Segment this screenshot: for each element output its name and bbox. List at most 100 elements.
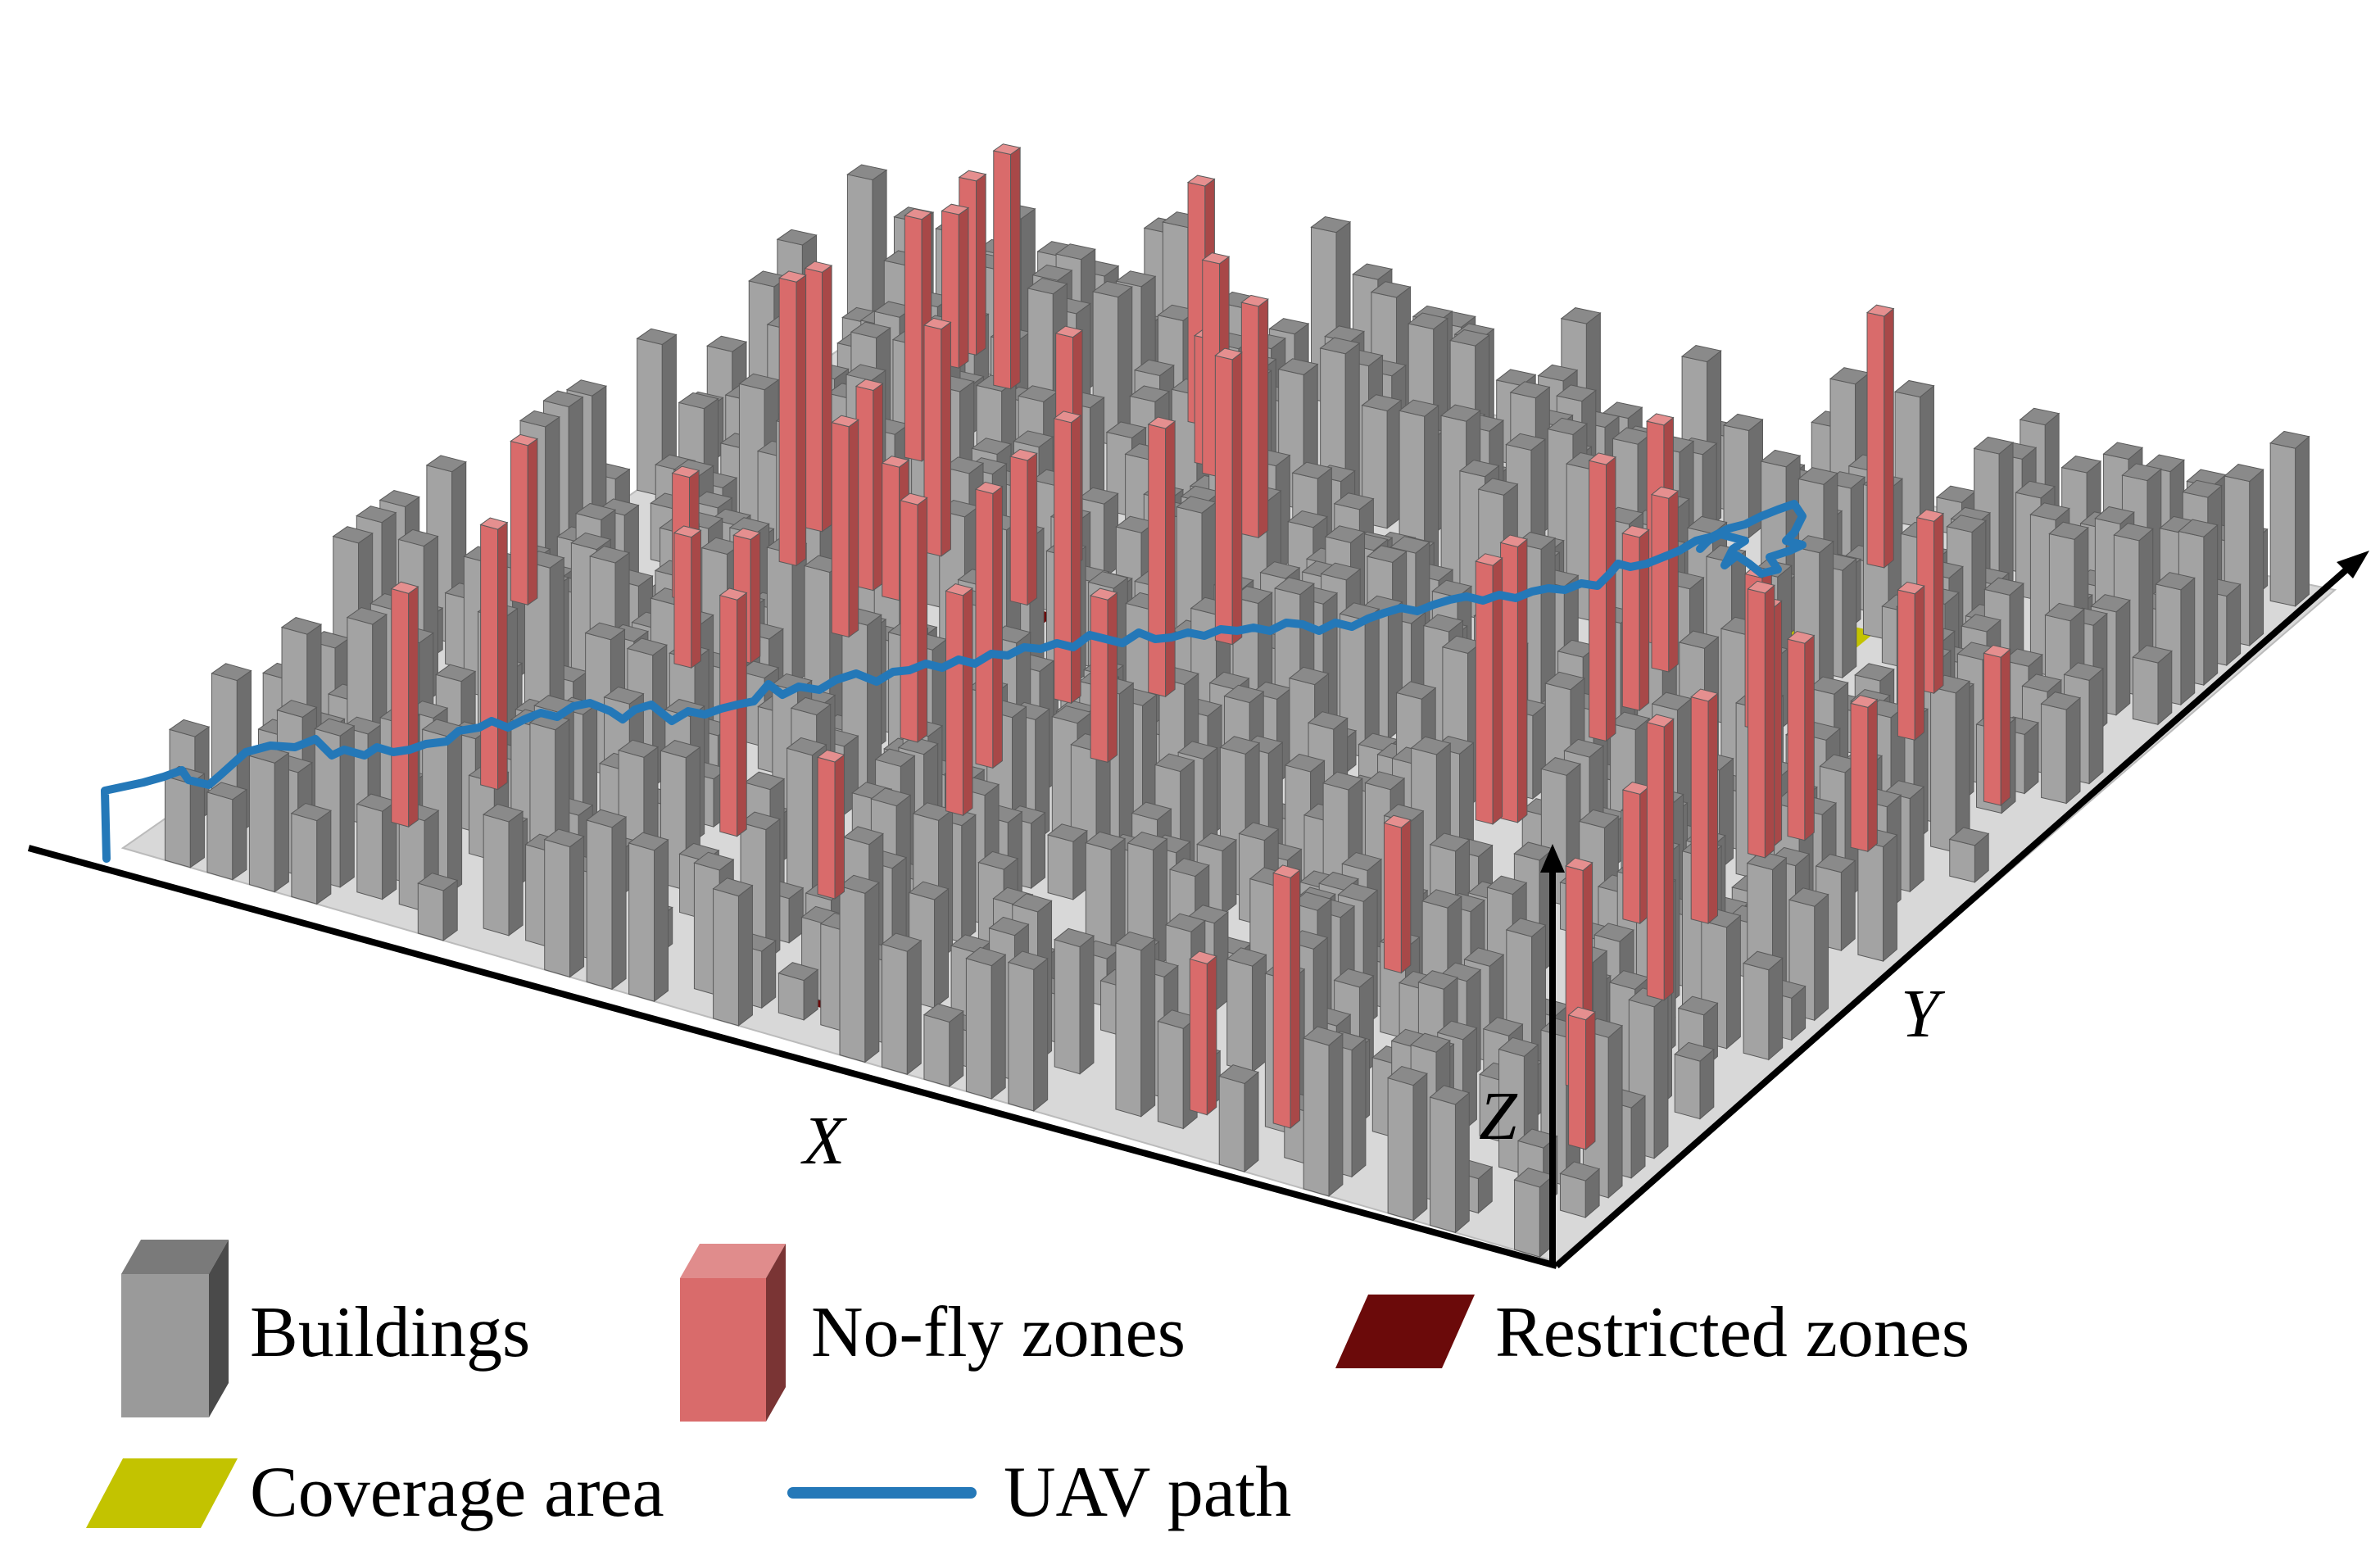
no-fly-zone-column [1214, 347, 1243, 361]
no-fly-zone-column [899, 492, 928, 506]
no-fly-zone-column [1884, 307, 1894, 569]
buildings-legend-swatch-side [209, 1240, 229, 1417]
no-fly-zone-column [962, 587, 973, 817]
building-block [1678, 630, 1720, 649]
building-block [447, 725, 463, 896]
no-fly-zone-column [1214, 355, 1233, 646]
no-fly-zone-column [992, 143, 1022, 156]
building-block [842, 826, 884, 846]
building-block [543, 828, 585, 848]
building-block [2121, 463, 2162, 482]
building-block [1408, 312, 1448, 330]
legend: Buildings No-fly zones Restricted zones … [86, 1240, 1970, 1532]
building-block [1788, 887, 1829, 907]
building-block [906, 939, 922, 1076]
no-fly-zone-column [848, 419, 859, 638]
building-block [584, 622, 626, 641]
building-block [1949, 838, 1975, 883]
y-axis-line [1554, 562, 2354, 1269]
building-block [961, 814, 977, 943]
building-block [574, 502, 617, 521]
building-block [943, 456, 985, 474]
building-block [2182, 479, 2223, 498]
building-block [1819, 540, 1834, 698]
building-block [1303, 1037, 1330, 1197]
building-block [379, 489, 420, 508]
no-fly-legend-swatch-side [766, 1244, 786, 1422]
building-block [965, 958, 992, 1100]
building-block [1115, 942, 1142, 1118]
axes: X Y Z [27, 551, 2369, 1269]
building-block [1324, 525, 1366, 543]
building-block [2269, 430, 2310, 449]
building-block [1893, 379, 1935, 398]
building-block [738, 660, 780, 679]
no-fly-zone-column [1764, 584, 1775, 859]
building-block [1114, 931, 1156, 951]
no-fly-legend-swatch-top [680, 1244, 786, 1278]
building-block [923, 1003, 964, 1023]
building-block [1563, 738, 1605, 758]
building-block [1131, 801, 1172, 821]
building-block [1961, 614, 2001, 633]
building-block [897, 736, 939, 755]
building-block [1268, 318, 1310, 335]
building-block [1607, 1024, 1623, 1199]
building-block [1509, 381, 1551, 399]
building-block [1031, 811, 1046, 890]
building-block [1319, 337, 1361, 355]
building-block [1760, 449, 1802, 468]
building-block [712, 878, 754, 897]
building-block [1412, 1072, 1428, 1222]
no-fly-zone-column [691, 529, 701, 669]
building-block [1196, 832, 1238, 852]
building-block [870, 787, 912, 807]
building-block [628, 842, 655, 1002]
restricted-legend-label: Restricted zones [1495, 1293, 1970, 1372]
no-fly-zone-column [480, 524, 499, 791]
no-fly-zone-column [1053, 410, 1082, 424]
building-block [356, 506, 397, 524]
building-block [1578, 809, 1620, 828]
building-block [1540, 757, 1582, 776]
building-block [1653, 994, 1669, 1159]
no-fly-zone-column [1646, 721, 1665, 1001]
building-block [1364, 771, 1406, 791]
no-fly-zones-layer [390, 143, 2011, 1151]
building-block [1223, 684, 1265, 704]
building-block [425, 455, 467, 473]
building-block [1218, 1075, 1245, 1172]
building-block [706, 335, 748, 352]
building-block [1854, 663, 1895, 682]
building-block [850, 321, 891, 338]
buildings-legend-label: Buildings [250, 1293, 530, 1372]
no-fly-zone-column [796, 274, 807, 567]
no-fly-zone-column [719, 594, 738, 837]
building-block [744, 771, 786, 791]
building-block [1219, 736, 1261, 755]
no-fly-zone-column [1589, 460, 1607, 742]
building-block [881, 943, 908, 1075]
building-block [1808, 676, 1849, 695]
no-fly-zone-column [1054, 325, 1084, 338]
building-block [316, 809, 332, 905]
building-block [1031, 264, 1073, 281]
buildings-legend-swatch-front [121, 1274, 209, 1417]
building-block [1482, 1017, 1524, 1036]
no-fly-zone-column [1983, 644, 2011, 658]
no-fly-zone-column [1499, 534, 1529, 548]
building-block [2203, 524, 2219, 687]
building-block [1387, 1065, 1428, 1086]
no-fly-zone-column [1639, 528, 1650, 712]
building-block [737, 884, 753, 1027]
building-block [2269, 442, 2296, 607]
no-fly-zone-column [917, 497, 928, 743]
no-fly-zone-column [391, 587, 410, 828]
building-block [617, 739, 660, 758]
no-fly-zone-column [1009, 456, 1028, 606]
building-block [274, 752, 289, 893]
no-fly-zone-column [945, 583, 974, 596]
no-fly-zone-column [737, 592, 747, 837]
building-block [1395, 681, 1437, 700]
building-block [874, 748, 916, 767]
